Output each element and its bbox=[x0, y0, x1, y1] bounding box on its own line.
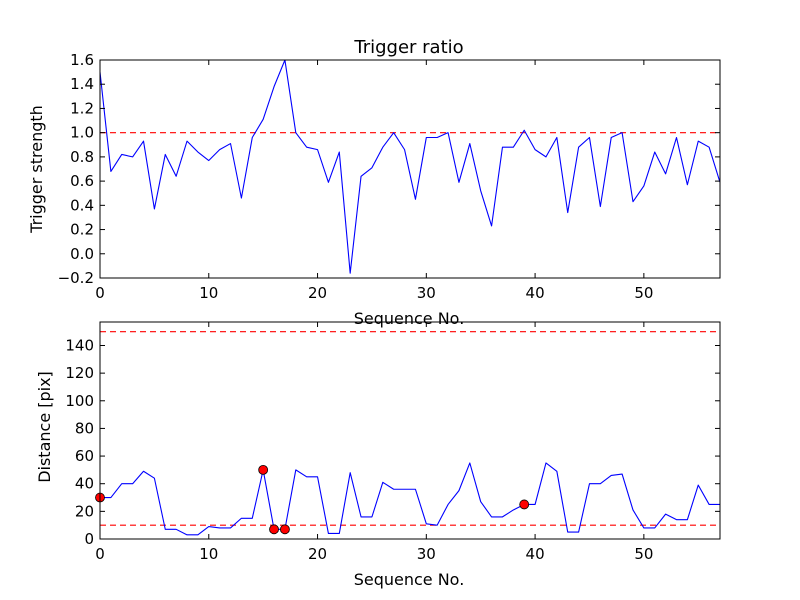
y-tick-label: 0 bbox=[84, 530, 94, 548]
axes-frame bbox=[99, 321, 721, 540]
y-tick-label: 80 bbox=[75, 419, 94, 437]
axes-frame bbox=[99, 59, 721, 279]
y-tick-label: 100 bbox=[65, 392, 94, 410]
distance-chart: Sequence No. Distance [pix] 0 10 20 30 40 50 0… bbox=[35, 321, 721, 589]
y-tick-label: 0.4 bbox=[70, 196, 94, 214]
x-axis-label: Sequence No. bbox=[354, 309, 465, 328]
x-tick-label: 20 bbox=[308, 284, 327, 302]
y-tick-label: 60 bbox=[75, 447, 94, 465]
y-tick-label: 0.0 bbox=[70, 245, 94, 263]
x-tick-label: 50 bbox=[634, 545, 653, 563]
x-axis-label: Sequence No. bbox=[354, 570, 465, 589]
x-tick-label: 30 bbox=[417, 545, 436, 563]
x-tick-label: 20 bbox=[308, 545, 327, 563]
y-axis-label: Trigger strength bbox=[27, 105, 46, 234]
y-axis-label: Distance [pix] bbox=[35, 371, 54, 483]
trigger-ratio-chart: Trigger ratio Sequence No. Trigger stren… bbox=[27, 37, 721, 328]
x-tick-label: 10 bbox=[199, 284, 218, 302]
plot-area bbox=[100, 331, 720, 536]
y-tick-label: 1.2 bbox=[70, 99, 94, 117]
x-tick-label: 40 bbox=[526, 545, 545, 563]
plot-area bbox=[100, 60, 720, 274]
scatter-point bbox=[269, 524, 279, 535]
y-tick-label: 1.4 bbox=[70, 75, 94, 93]
y-tick-label: 1.6 bbox=[70, 51, 94, 69]
y-tick-label: 140 bbox=[65, 336, 94, 354]
scatter-point bbox=[519, 499, 530, 510]
x-tick-label: 10 bbox=[199, 545, 218, 563]
y-tick-label: 0.2 bbox=[70, 221, 94, 239]
x-tick-label: 30 bbox=[417, 284, 436, 302]
series-line-0 bbox=[100, 462, 720, 536]
y-tick-label: 0.6 bbox=[70, 172, 94, 190]
chart-title: Trigger ratio bbox=[353, 37, 463, 58]
series-line-0 bbox=[100, 60, 720, 274]
y-tick-label: 20 bbox=[75, 502, 94, 520]
y-tick-label: 40 bbox=[75, 475, 94, 493]
y-tick-label: 1.0 bbox=[70, 124, 94, 142]
x-tick-label: 40 bbox=[526, 284, 545, 302]
x-tick-label: 0 bbox=[95, 284, 105, 302]
x-tick-label: 50 bbox=[634, 284, 653, 302]
scatter-point bbox=[258, 464, 269, 475]
y-tick-label: 0.8 bbox=[70, 148, 94, 166]
y-tick-label: 120 bbox=[65, 364, 94, 382]
x-tick-label: 0 bbox=[95, 545, 105, 563]
scatter-point bbox=[280, 524, 290, 535]
y-tick-label: −0.2 bbox=[58, 269, 94, 287]
